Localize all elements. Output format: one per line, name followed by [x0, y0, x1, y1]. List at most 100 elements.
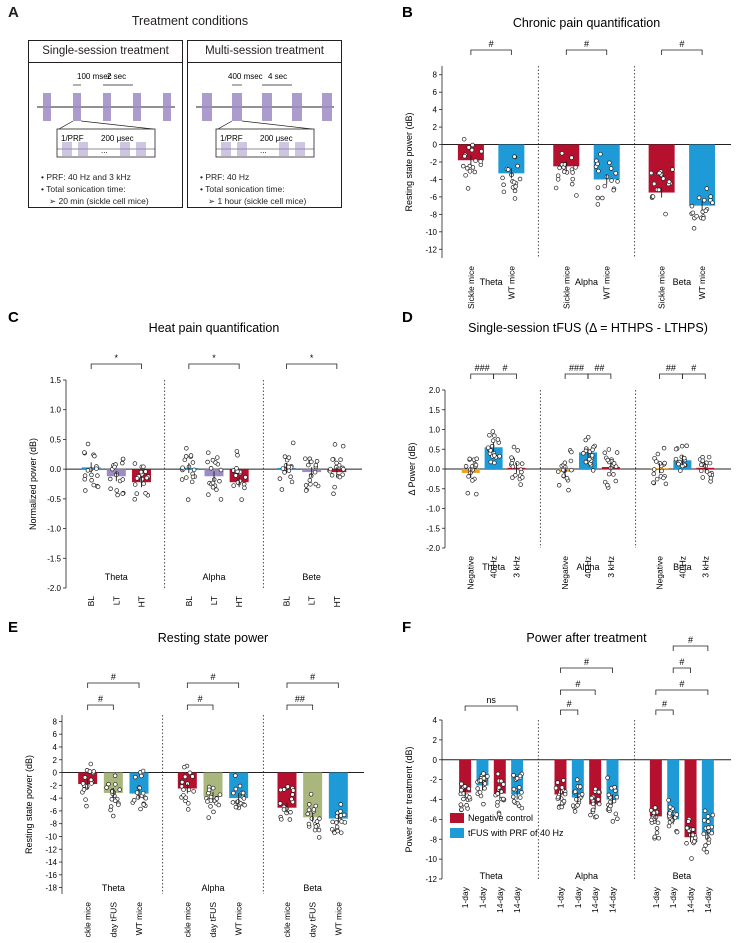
data-point [140, 768, 146, 774]
y-tick-label: -8 [430, 835, 438, 844]
data-point [460, 163, 466, 169]
data-point [693, 835, 698, 841]
single-session-box: Single-session treatment ... 100 msec 2 … [28, 40, 183, 208]
data-point [120, 491, 125, 496]
group-label: Alpha [575, 871, 598, 881]
data-point [461, 796, 466, 802]
group-label: Theta [480, 277, 503, 287]
panel-f-chart: F Power after treatment 4 2 0 -2 -4 -6 -8 -10 -12 P… [394, 615, 737, 943]
y-axis-label: Resting state power (dB) [404, 112, 414, 211]
data-point [313, 824, 319, 829]
data-point [180, 465, 185, 470]
data-point [233, 804, 239, 810]
data-point [518, 795, 523, 800]
pulse-diagram: ... 100 msec 2 sec 1/PRF 200 μsec [37, 72, 175, 158]
data-point [512, 196, 518, 201]
data-point [286, 468, 292, 473]
data-point [143, 795, 149, 801]
data-point [474, 456, 479, 462]
x-tick-label: WT mice [134, 902, 144, 936]
significance-label: ## [295, 694, 305, 704]
data-point [569, 467, 574, 473]
data-point [303, 483, 309, 488]
y-tick-label: 1.5 [50, 376, 62, 385]
data-point [485, 774, 490, 779]
data-point [184, 446, 189, 451]
data-point [553, 185, 559, 191]
panel-letter: E [8, 619, 18, 636]
group-label: Bete [302, 572, 321, 582]
x-tick-label: 14-day [703, 886, 713, 913]
significance-label: ## [594, 363, 604, 373]
data-point [569, 181, 575, 187]
data-point [277, 476, 283, 481]
y-tick-label: 8 [433, 71, 438, 80]
data-point [316, 835, 322, 840]
data-point [699, 468, 704, 474]
x-tick-label: Sickle mice [561, 266, 571, 309]
data-point [708, 475, 714, 481]
pulse-block [202, 93, 212, 121]
group-label: Alpha [202, 572, 225, 582]
significance-label: # [310, 672, 315, 682]
data-point [487, 432, 492, 438]
data-point [463, 173, 468, 178]
data-point [89, 477, 94, 483]
data-point [89, 472, 94, 478]
data-point [214, 487, 219, 492]
significance-bracket [659, 373, 683, 379]
y-tick-label: -8 [430, 210, 438, 219]
data-point [510, 475, 515, 480]
data-point [588, 812, 593, 818]
data-point [701, 846, 707, 852]
data-point [510, 794, 516, 800]
data-point [706, 825, 711, 830]
significance-label: # [679, 39, 684, 49]
data-point [241, 481, 247, 487]
data-point [501, 182, 506, 188]
y-tick-label: 6 [433, 88, 438, 97]
data-point [606, 447, 612, 452]
data-point [519, 790, 524, 795]
data-point [589, 795, 594, 801]
data-point [654, 476, 660, 482]
data-point [556, 483, 562, 488]
data-point [670, 818, 675, 823]
significance-label: # [489, 39, 494, 49]
data-point [605, 482, 610, 488]
pulse-block [262, 93, 272, 121]
data-point [497, 453, 502, 459]
y-tick-label: -10 [425, 228, 437, 237]
data-point [314, 458, 320, 464]
data-point [555, 469, 561, 474]
data-point [205, 450, 211, 455]
data-point [282, 454, 288, 459]
chart-title: Power after treatment [526, 631, 647, 645]
x-tick-label: 14-day [512, 886, 522, 913]
data-point [330, 819, 335, 825]
data-point [218, 467, 224, 473]
group-label: Theta [480, 871, 503, 881]
data-point [82, 450, 87, 455]
data-point [138, 469, 144, 475]
data-point [472, 169, 478, 175]
significance-label: * [115, 353, 119, 363]
data-point [189, 479, 195, 485]
data-point [573, 165, 578, 170]
data-point [651, 467, 657, 472]
data-point [479, 149, 484, 154]
y-tick-label: -6 [50, 807, 58, 816]
data-point [490, 429, 496, 434]
data-point [590, 447, 595, 453]
data-point [81, 787, 87, 792]
data-point [505, 167, 511, 172]
data-point [566, 487, 571, 493]
data-point [132, 461, 138, 466]
data-point [705, 834, 710, 839]
data-point [139, 476, 145, 482]
x-tick-label: Negative [655, 556, 665, 590]
data-point [329, 473, 335, 478]
data-point [662, 460, 667, 466]
data-point [465, 186, 471, 191]
y-tick-label: -1.5 [47, 554, 61, 563]
